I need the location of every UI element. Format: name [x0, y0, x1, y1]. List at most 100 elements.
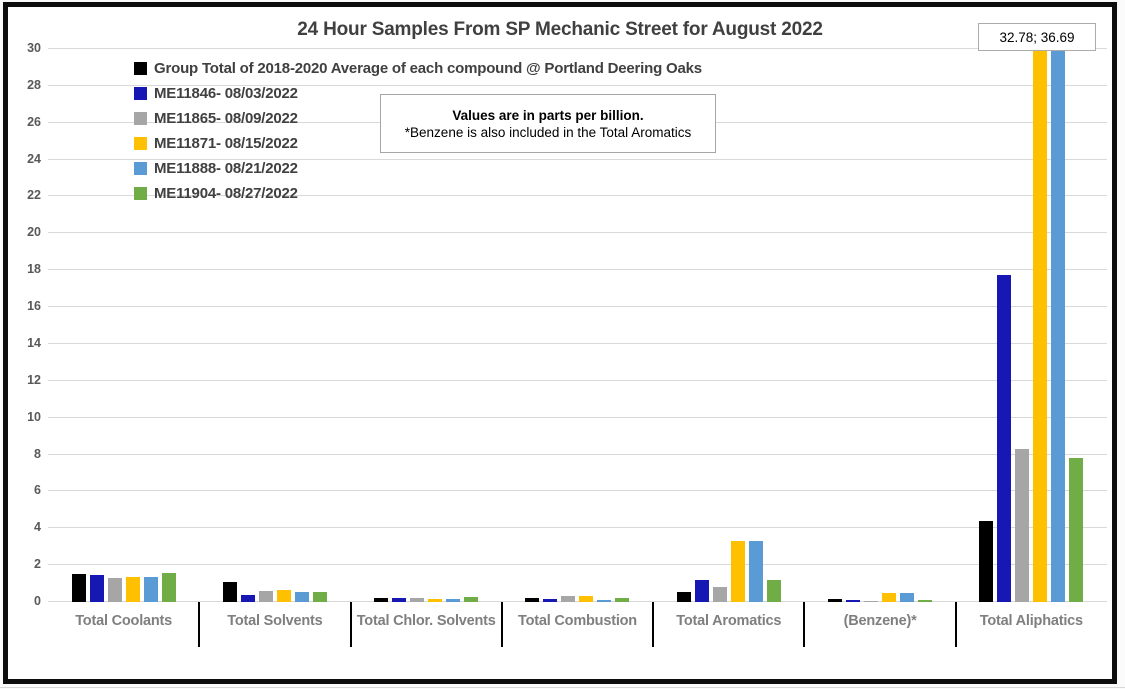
x-axis-category-label: Total Coolants — [75, 613, 173, 629]
x-axis-category-label: (Benzene)* — [843, 613, 917, 629]
bar — [579, 596, 594, 602]
y-tick-label: 26 — [27, 114, 41, 129]
y-tick-label: 16 — [27, 299, 41, 314]
bar — [464, 597, 479, 602]
chart-frame: 24 Hour Samples From SP Mechanic Street … — [3, 2, 1117, 684]
y-tick-label: 0 — [34, 594, 41, 608]
bar — [276, 590, 291, 602]
y-tick-label: 24 — [27, 151, 41, 166]
gridline — [48, 342, 1107, 344]
bar — [107, 578, 122, 602]
y-tick-label: 2 — [34, 557, 41, 572]
gridline — [48, 564, 1107, 566]
legend: Group Total of 2018-2020 Average of each… — [134, 56, 702, 206]
bar — [712, 587, 727, 602]
annotation-box: Values are in parts per billion. *Benzen… — [380, 94, 716, 153]
category-separator — [500, 602, 503, 647]
bar-group — [48, 49, 199, 602]
bar — [979, 520, 994, 602]
gridline — [48, 379, 1107, 381]
gridline — [48, 158, 1107, 160]
legend-label: ME11871- 08/15/2022 — [154, 135, 298, 152]
bar — [1051, 49, 1066, 602]
y-tick-label: 12 — [27, 372, 41, 387]
chart-title: 24 Hour Samples From SP Mechanic Street … — [297, 19, 823, 40]
annotation-line-2: *Benzene is also included in the Total A… — [404, 124, 692, 140]
y-tick-label: 22 — [27, 188, 41, 203]
legend-label: ME11865- 08/09/2022 — [154, 110, 298, 127]
bar — [997, 274, 1012, 602]
bar — [676, 591, 691, 602]
gridline — [48, 527, 1107, 529]
legend-item: Group Total of 2018-2020 Average of each… — [134, 56, 702, 81]
bar — [748, 541, 763, 602]
y-tick-label: 14 — [27, 335, 41, 350]
gridline — [48, 232, 1107, 234]
x-axis-category-label: Total Aliphatics — [979, 613, 1083, 629]
bar — [882, 592, 897, 602]
bar — [294, 591, 309, 602]
x-axis-category-label: Total Combustion — [518, 613, 637, 629]
category-separator — [349, 602, 352, 647]
bar — [525, 598, 540, 602]
category-separator — [954, 602, 957, 647]
bar — [71, 574, 86, 602]
bar — [89, 575, 104, 602]
legend-label: Group Total of 2018-2020 Average of each… — [154, 60, 702, 77]
y-axis: 0 2 4 6 8 10 12 14 16 18 20 22 24 26 28 30 — [8, 41, 44, 608]
bar — [766, 579, 781, 602]
gridline — [48, 416, 1107, 418]
bar-group — [351, 49, 502, 602]
gridline — [48, 269, 1107, 271]
legend-item: ME11871- 08/15/2022 — [134, 131, 702, 156]
bar — [240, 594, 255, 602]
bar — [1069, 458, 1084, 602]
y-tick-label: 4 — [34, 520, 41, 535]
gridline — [48, 306, 1107, 308]
gridline — [48, 48, 1107, 49]
y-tick-label: 20 — [27, 225, 41, 240]
legend-item: ME11865- 08/09/2022 — [134, 106, 702, 131]
bar — [694, 579, 709, 602]
bar — [828, 599, 843, 602]
legend-swatch — [134, 112, 147, 125]
bar-group — [502, 49, 653, 602]
category-separator — [652, 602, 655, 647]
y-tick-label: 30 — [27, 41, 41, 55]
legend-swatch — [134, 137, 147, 150]
category-separator — [198, 602, 201, 647]
bar — [258, 590, 273, 602]
bar — [615, 598, 630, 602]
bar — [143, 577, 158, 602]
bar — [900, 592, 915, 602]
x-axis-category-label: Total Chlor. Solvents — [356, 613, 496, 629]
x-axis-category-label: Total Aromatics — [676, 613, 782, 629]
legend-swatch — [134, 162, 147, 175]
y-tick-label: 10 — [27, 409, 41, 424]
y-tick-label: 6 — [34, 483, 41, 498]
bar — [597, 600, 612, 602]
gridline — [48, 601, 1107, 602]
bar-group — [956, 49, 1107, 602]
bar-group — [804, 49, 955, 602]
bar — [392, 598, 407, 602]
bar — [374, 598, 389, 602]
bar — [918, 600, 933, 602]
legend-item: ME11888- 08/21/2022 — [134, 156, 702, 181]
bar — [1033, 49, 1048, 602]
gridline — [48, 453, 1107, 455]
legend-swatch — [134, 187, 147, 200]
gridline — [48, 84, 1107, 86]
bar — [125, 577, 140, 602]
bar-group — [653, 49, 804, 602]
legend-swatch — [134, 62, 147, 75]
legend-item: ME11904- 08/27/2022 — [134, 181, 702, 206]
bar — [864, 601, 879, 602]
legend-label: ME11888- 08/21/2022 — [154, 160, 298, 177]
legend-label: ME11846- 08/03/2022 — [154, 85, 298, 102]
bar — [446, 599, 461, 602]
legend-item: ME11846- 08/03/2022 — [134, 81, 702, 106]
bar — [543, 599, 558, 602]
legend-label: ME11904- 08/27/2022 — [154, 185, 298, 202]
